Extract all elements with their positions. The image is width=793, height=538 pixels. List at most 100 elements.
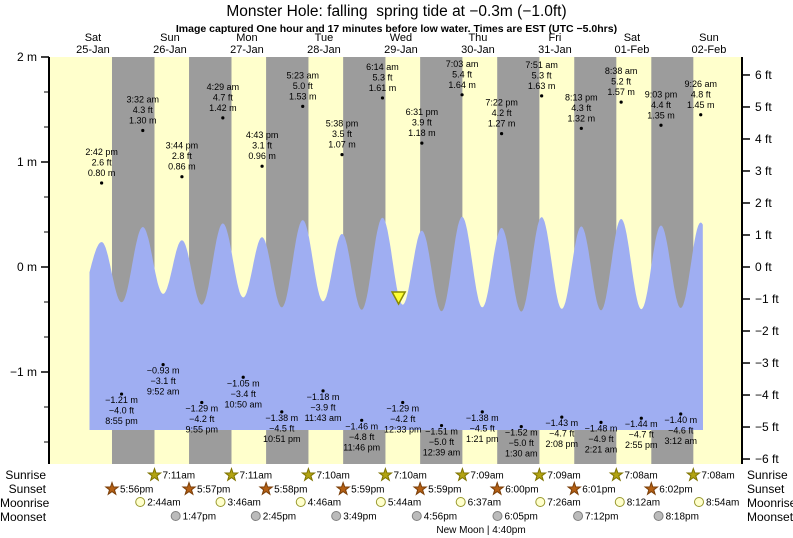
high-tide-m: 0.80 m xyxy=(88,168,116,178)
low-tide-m: −1.05 m xyxy=(227,378,260,388)
high-tide-dot xyxy=(180,175,184,179)
low-tide-m: −1.38 m xyxy=(265,413,298,423)
moonset-time: 8:18pm xyxy=(666,512,699,523)
sunset-icon xyxy=(566,480,582,496)
moonset-time: 2:45pm xyxy=(263,512,296,523)
day-name-label: Sun xyxy=(699,32,719,44)
sunset-icon xyxy=(181,480,197,496)
high-tide-time: 7:51 am xyxy=(525,60,558,70)
high-tide-dot xyxy=(141,128,145,133)
low-tide-dot xyxy=(639,416,643,420)
high-tide-time: 3:32 am xyxy=(127,95,160,105)
moonrise-icon xyxy=(135,497,146,507)
high-tide-ft: 5.4 ft xyxy=(452,69,473,79)
high-tide-time: 7:03 am xyxy=(446,59,479,69)
sunset-icon xyxy=(335,480,351,496)
day-date-label: 27-Jan xyxy=(230,44,264,56)
day-name-label: Sat xyxy=(85,32,102,44)
moon-phase-note: New Moon | 4:40pm xyxy=(436,525,525,536)
sunset-time: 5:57pm xyxy=(197,485,230,496)
high-tide-ft: 5.2 ft xyxy=(611,77,632,87)
day-name-label: Fri xyxy=(549,32,562,44)
high-tide-m: 1.27 m xyxy=(488,119,516,129)
high-tide-time: 9:03 pm xyxy=(645,89,678,99)
low-tide-ft: −4.5 ft xyxy=(470,423,496,433)
sunset-time: 5:59pm xyxy=(428,485,461,496)
low-tide-m: −1.51 m xyxy=(425,427,458,437)
day-name-label: Thu xyxy=(468,32,487,44)
sunrise-time: 7:11am xyxy=(162,471,195,482)
moonrise-row-label-right: Moonrise xyxy=(747,496,793,510)
moonrise-icon xyxy=(375,497,386,507)
moonrise-time: 5:44am xyxy=(388,498,421,509)
high-tide-time: 7:22 pm xyxy=(485,98,518,108)
high-tide-dot xyxy=(499,132,504,136)
low-tide-time: 2:55 pm xyxy=(625,440,658,450)
moonrise-time: 8:54am xyxy=(706,498,739,509)
low-tide-ft: −4.5 ft xyxy=(269,423,295,433)
sunrise-row-label-right: Sunrise xyxy=(747,468,788,482)
low-tide-ft: −4.7 ft xyxy=(549,429,575,439)
sunrise-time: 7:10am xyxy=(393,471,426,482)
moonset-icon xyxy=(653,511,664,521)
low-tide-time: 11:46 pm xyxy=(343,442,380,452)
high-tide-time: 9:26 am xyxy=(684,79,717,89)
moonset-icon xyxy=(170,511,181,521)
day-name-label: Sat xyxy=(624,32,641,44)
left-axis-tick-label: 1 m xyxy=(17,155,37,169)
day-date-label: 25-Jan xyxy=(76,44,110,56)
high-tide-m: 1.18 m xyxy=(408,128,436,138)
moonrise-time: 2:44am xyxy=(147,498,180,509)
low-tide-time: 9:55 pm xyxy=(186,424,219,434)
low-tide-time: 1:30 am xyxy=(505,449,538,459)
high-tide-time: 8:13 pm xyxy=(565,92,598,102)
right-axis-tick-label: 0 ft xyxy=(755,260,772,274)
sunrise-time: 7:09am xyxy=(470,471,503,482)
low-tide-dot xyxy=(321,389,325,393)
right-axis-tick-label: 4 ft xyxy=(755,132,772,146)
moonset-row-label-left: Moonset xyxy=(0,510,47,524)
high-tide-m: 1.45 m xyxy=(687,100,715,110)
low-tide-ft: −5.0 ft xyxy=(429,437,455,447)
low-tide-m: −1.48 m xyxy=(585,423,618,433)
day-date-label: 30-Jan xyxy=(461,44,495,56)
low-tide-dot xyxy=(280,410,284,414)
high-tide-ft: 5.3 ft xyxy=(532,70,553,80)
low-tide-ft: −3.1 ft xyxy=(150,376,176,386)
high-tide-dot xyxy=(540,94,544,98)
low-tide-m: −1.18 m xyxy=(307,392,340,402)
low-tide-m: −1.44 m xyxy=(625,419,658,429)
high-tide-m: 1.32 m xyxy=(568,113,596,123)
low-tide-time: 2:08 pm xyxy=(546,439,579,449)
low-tide-m: −1.46 m xyxy=(345,421,378,431)
moonset-time: 6:05pm xyxy=(504,512,537,523)
high-tide-m: 1.30 m xyxy=(129,116,157,126)
low-tide-dot xyxy=(480,410,484,414)
low-tide-m: −1.21 m xyxy=(105,395,138,405)
low-tide-time: 9:52 am xyxy=(147,387,180,397)
sunrise-time: 7:08am xyxy=(701,471,734,482)
low-tide-dot xyxy=(401,400,405,405)
sunset-icon xyxy=(412,480,428,496)
day-date-label: 26-Jan xyxy=(153,44,187,56)
low-tide-dot xyxy=(161,363,165,367)
high-tide-m: 1.53 m xyxy=(289,91,317,101)
high-tide-dot xyxy=(579,126,583,130)
high-tide-time: 8:38 am xyxy=(605,66,638,76)
high-tide-dot xyxy=(619,100,623,104)
low-tide-ft: −5.0 ft xyxy=(509,438,535,448)
day-date-label: 29-Jan xyxy=(384,44,418,56)
high-tide-dot xyxy=(420,141,424,145)
high-tide-time: 4:43 pm xyxy=(246,130,279,140)
moonset-icon xyxy=(573,511,584,521)
high-tide-m: 1.64 m xyxy=(448,80,476,90)
low-tide-ft: −4.2 ft xyxy=(390,414,416,424)
moonset-time: 4:56pm xyxy=(424,512,457,523)
sunrise-icon xyxy=(608,466,624,482)
high-tide-m: 0.86 m xyxy=(168,162,196,172)
day-name-label: Sun xyxy=(160,32,180,44)
low-tide-time: 2:21 am xyxy=(585,444,618,454)
low-tide-ft: −4.7 ft xyxy=(629,430,655,440)
low-tide-m: −1.38 m xyxy=(466,413,499,423)
day-date-label: 01-Feb xyxy=(615,44,650,56)
